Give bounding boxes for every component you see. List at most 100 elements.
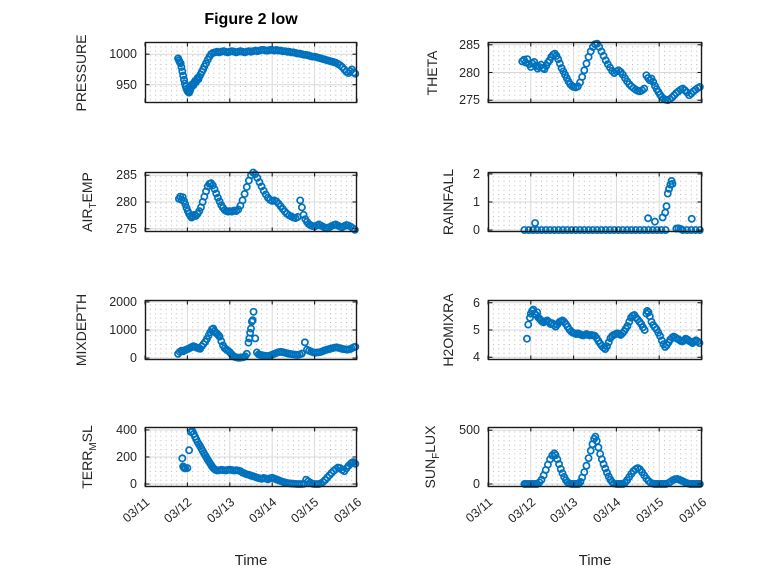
rainfall-data-point <box>687 226 696 234</box>
pressure-y-tick-label: 1000 <box>109 47 137 62</box>
rainfall-data-point <box>537 226 546 234</box>
rainfall-data-point <box>631 226 640 234</box>
h2omixra-data-point <box>603 342 611 351</box>
x-tick-label: 03/16 <box>331 495 364 526</box>
x-tick-label: 03/11 <box>119 495 152 526</box>
terrmsl-y-tick-label: 200 <box>116 450 137 464</box>
rainfall-data-point <box>668 179 677 188</box>
theta-data-point <box>649 77 658 86</box>
mixdepth-data-point <box>297 349 306 358</box>
rainfall-data-point <box>648 226 657 234</box>
mixdepth-y-tick-label: 0 <box>130 351 137 366</box>
rainfall-data-point <box>541 226 550 234</box>
x-tick-label: 03/15 <box>288 495 322 526</box>
terrmsl-y-tick-label: 400 <box>116 422 137 437</box>
pressure-plot-area <box>144 41 360 104</box>
rainfall-data-point <box>644 214 653 223</box>
rainfall-data-point <box>580 226 589 234</box>
terrmsl-plot-area <box>144 426 360 488</box>
terrmsl-y-axis-label: TERRMSL <box>79 425 99 489</box>
mixdepth-data-point <box>249 307 258 316</box>
x-tick-label: 03/13 <box>547 495 581 526</box>
airtemp-data-point <box>296 196 305 205</box>
h2omixra-data-point <box>604 338 613 347</box>
mixdepth-y-tick-label: 2000 <box>109 294 137 309</box>
sunflux-data-point <box>591 432 600 441</box>
airtemp-data-point <box>299 210 308 219</box>
figure-title: Figure 2 low <box>204 11 298 28</box>
pressure-data-point <box>178 67 187 76</box>
rainfall-data-point <box>524 226 533 234</box>
pressure-data-point <box>176 59 185 68</box>
rainfall-data-point <box>588 226 597 234</box>
theta-data-point <box>582 59 591 68</box>
sunflux-data-point <box>594 443 603 452</box>
pressure-data-point <box>177 63 186 71</box>
sunflux-data-point <box>558 469 567 478</box>
h2omixra-data-point <box>522 334 531 343</box>
theta-data-point <box>578 72 587 81</box>
terrmsl-data-point <box>178 454 187 463</box>
rainfall-data-point <box>663 189 672 198</box>
theta-data-point <box>580 66 589 75</box>
airtemp-data-point <box>297 203 306 212</box>
rainfall-data-point <box>650 217 659 226</box>
theta-y-tick-label: 285 <box>459 37 480 52</box>
rainfall-data-point <box>644 226 653 234</box>
mixdepth-data-point <box>246 328 255 337</box>
rainfall-data-point <box>614 226 623 234</box>
airtemp-data-point <box>350 225 359 234</box>
sunflux-data-point <box>603 468 611 477</box>
airtemp-y-tick-label: 285 <box>116 168 137 183</box>
airtemp-y-axis-label: AIRTEMP <box>79 172 99 232</box>
airtemp-data-point <box>210 185 219 194</box>
rainfall-data-point <box>640 226 649 234</box>
theta-data-point <box>530 58 539 66</box>
subplot-airtemp: 275 280 285 AIRTEMP <box>79 168 359 236</box>
rainfall-y-tick-label: 0 <box>473 223 480 238</box>
x-axis-title-right: Time <box>578 552 612 569</box>
mixdepth-data-point <box>247 324 255 333</box>
terrmsl-y-tick-label: 0 <box>130 477 137 492</box>
sunflux-data-point <box>599 460 608 469</box>
rainfall-plot-area <box>487 171 704 234</box>
x-axis-title-left: Time <box>234 552 268 569</box>
theta-data-point <box>601 56 610 65</box>
theta-data-point <box>695 82 704 91</box>
terrmsl-data-point <box>351 459 360 468</box>
h2omixra-data-point <box>525 313 534 322</box>
sunflux-y-tick-label: 0 <box>473 476 480 491</box>
h2omixra-y-tick-label: 5 <box>473 323 480 337</box>
theta-plot-area <box>487 39 704 105</box>
sunflux-data-point <box>576 477 585 486</box>
pressure-y-tick-label: 950 <box>116 77 137 92</box>
x-tick-label: 03/14 <box>590 495 624 526</box>
airtemp-data-point <box>242 183 251 191</box>
h2omixra-data-point <box>524 320 533 329</box>
subplot-theta: 275 280 285 THETA <box>424 38 704 107</box>
airtemp-data-point <box>213 193 222 202</box>
mixdepth-y-axis-label: MIXDEPTH <box>73 293 89 367</box>
rainfall-data-point <box>584 226 593 234</box>
rainfall-data-point <box>597 226 606 234</box>
pressure-data-point <box>180 75 188 84</box>
rainfall-data-point <box>567 226 576 234</box>
airtemp-data-point <box>178 193 187 202</box>
sunflux-data-point <box>580 468 589 477</box>
sunflux-plot-area <box>487 426 704 488</box>
subplot-mixdepth: 0 1000 2000 MIXDEPTH <box>73 294 360 366</box>
subplot-sunflux: 0 500 SUNFLUX 03/11 03/12 03/13 03/14 03/15 03/1… <box>422 423 709 526</box>
pressure-data-point <box>179 71 188 80</box>
sunflux-data-point <box>582 461 591 470</box>
rainfall-data-point <box>653 226 662 234</box>
theta-y-axis-label: THETA <box>424 50 440 95</box>
sunflux-data-point <box>584 454 593 463</box>
airtemp-data-point <box>181 200 190 209</box>
rainfall-data-point <box>687 214 696 223</box>
sunflux-y-axis-label: SUNFLUX <box>422 425 442 489</box>
rainfall-data-point <box>657 226 666 234</box>
airtemp-data-point <box>215 197 224 206</box>
mixdepth-data-point <box>300 338 309 347</box>
airtemp-data-point <box>212 189 221 198</box>
